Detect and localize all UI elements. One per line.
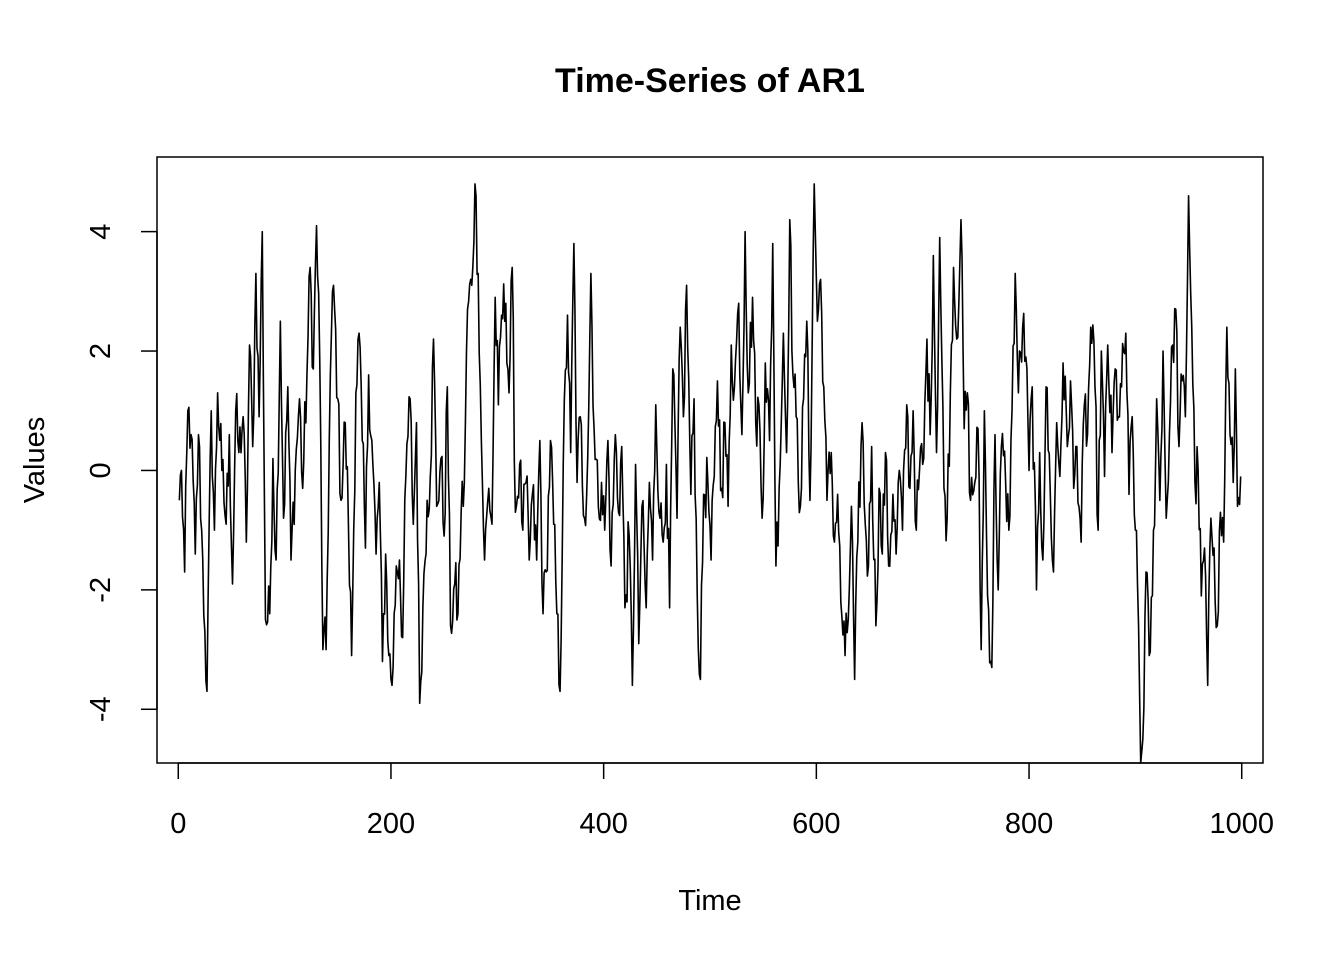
x-tick-label: 0 — [170, 808, 186, 840]
x-tick-label: 800 — [1005, 808, 1053, 840]
x-axis-label: Time — [678, 885, 741, 917]
x-tick-label: 1000 — [1209, 808, 1274, 840]
y-tick-label: 4 — [85, 224, 117, 240]
y-axis-label: Values — [19, 417, 51, 504]
y-tick-label: 2 — [85, 343, 117, 359]
x-axis: 0 200 400 600 800 1000 — [170, 762, 1274, 840]
series-line — [178, 183, 1242, 764]
y-tick-label: -2 — [85, 577, 117, 603]
y-axis: -4 -2 0 2 4 — [85, 224, 158, 722]
x-tick-label: 200 — [367, 808, 415, 840]
x-tick-label: 600 — [792, 808, 840, 840]
y-tick-label: 0 — [85, 462, 117, 478]
y-tick-label: -4 — [85, 696, 117, 722]
chart-title: Time-Series of AR1 — [555, 62, 865, 100]
x-tick-label: 400 — [579, 808, 627, 840]
